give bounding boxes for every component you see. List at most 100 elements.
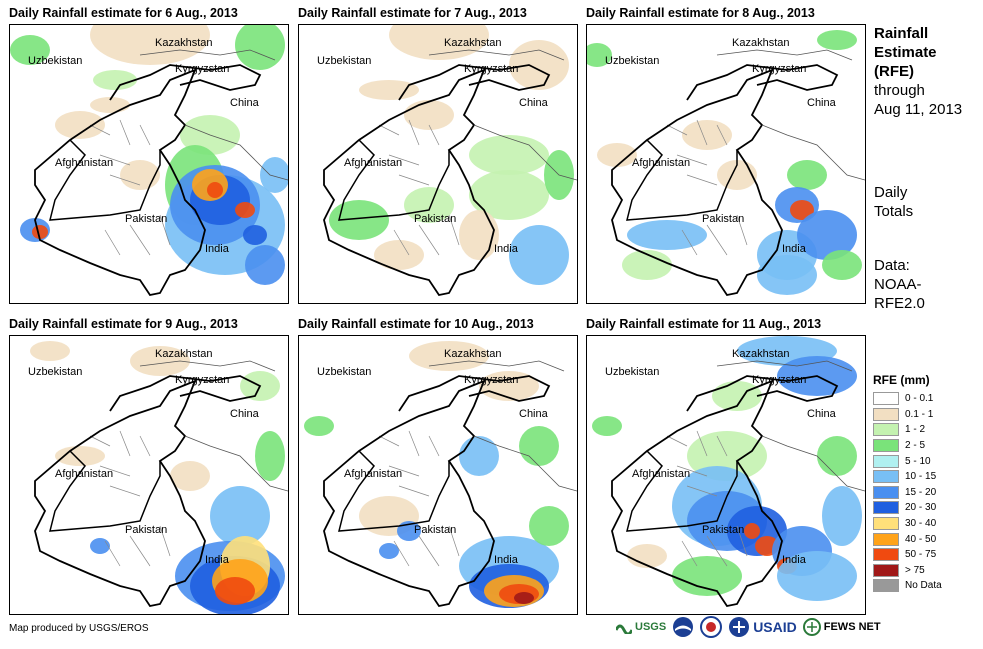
- rainfall-area: [817, 30, 857, 50]
- side-date: Aug 11, 2013: [874, 101, 963, 118]
- legend-label: > 75: [905, 564, 925, 576]
- place-label-uzbekistan: Uzbekistan: [28, 366, 83, 378]
- rainfall-map: Kazakhstan Uzbekistan Kyrgyzstan China Afgha…: [586, 335, 866, 615]
- legend-item: 0.1 - 1: [873, 407, 942, 423]
- af-pk-border: [338, 139, 450, 221]
- legend-swatch: [873, 563, 899, 577]
- rainfall-area: [744, 523, 760, 539]
- rainfall-area: [32, 225, 48, 239]
- rainfall-area: [509, 225, 569, 285]
- rainfall-area: [519, 426, 559, 466]
- kazakhstan-border: [428, 49, 565, 61]
- rfe-legend: RFE (mm) 0 - 0.1 0.1 - 1 1 - 2 2 - 5 5 - 10 1…: [873, 373, 942, 594]
- legend-label: 2 - 5: [905, 440, 926, 452]
- rainfall-area: [379, 543, 399, 559]
- rainfall-area: [55, 111, 105, 139]
- place-label-kyrgyzstan: Kyrgyzstan: [752, 374, 807, 386]
- legend-item: 0 - 0.1: [873, 391, 942, 407]
- rainfall-area: [627, 220, 707, 250]
- place-label-uzbekistan: Uzbekistan: [605, 55, 660, 67]
- place-label-kyrgyzstan: Kyrgyzstan: [175, 374, 230, 386]
- rainfall-area: [90, 538, 110, 554]
- place-label-afghanistan: Afghanistan: [632, 468, 691, 480]
- legend-swatch: [873, 407, 899, 421]
- rainfall-area: [210, 486, 270, 546]
- rainfall-area: [170, 461, 210, 491]
- legend-label: 40 - 50: [905, 533, 937, 545]
- rainfall-area: [712, 381, 762, 411]
- country-border: [611, 68, 783, 297]
- country-border: [323, 379, 495, 608]
- panel-title: Daily Rainfall estimate for 8 Aug., 2013: [586, 6, 815, 20]
- panel-title: Daily Rainfall estimate for 11 Aug., 201…: [586, 317, 822, 331]
- af-pk-border: [338, 450, 450, 532]
- panel-title: Daily Rainfall estimate for 10 Aug., 201…: [298, 317, 534, 331]
- panel-title: Daily Rainfall estimate for 7 Aug., 2013: [298, 6, 527, 20]
- place-label-china: China: [519, 408, 548, 420]
- legend-swatch: [873, 517, 899, 531]
- kazakhstan-border: [139, 49, 276, 61]
- rainfall-area: [93, 70, 137, 90]
- place-label-kazakhstan: Kazakhstan: [155, 348, 213, 360]
- af-pk-border: [626, 450, 738, 532]
- place-label-india: India: [782, 243, 806, 255]
- rainfall-area: [822, 250, 862, 280]
- india-border: [473, 435, 577, 492]
- rainfall-area: [245, 245, 285, 285]
- rainfall-area: [469, 135, 549, 175]
- legend-label: 0 - 0.1: [905, 393, 934, 405]
- side-title-line2: Estimate: [874, 44, 937, 61]
- province-lines: [666, 430, 748, 567]
- rainfall-area: [787, 160, 827, 190]
- kazakhstan-border: [428, 360, 565, 372]
- doc-seal-logo: [700, 616, 723, 638]
- legend-swatch: [873, 579, 899, 593]
- rainfall-area: [30, 341, 70, 361]
- rainfall-area: [459, 436, 499, 476]
- footer-credit: Map produced by USGS/EROS: [9, 623, 149, 634]
- fewsnet-logo: FEWS NET: [802, 618, 881, 636]
- legend-swatch: [873, 485, 899, 499]
- north-border: [686, 375, 839, 412]
- rainfall-area: [822, 486, 862, 546]
- rainfall-area: [469, 170, 549, 220]
- rainfall-area: [404, 100, 454, 130]
- rainfall-panel: Daily Rainfall estimate for 8 Aug., 2013…: [586, 0, 866, 304]
- legend-label: 1 - 2: [905, 424, 926, 436]
- country-border: [611, 379, 783, 608]
- legend-item: 5 - 10: [873, 453, 942, 469]
- rainfall-area: [235, 202, 255, 218]
- legend-item: 10 - 15: [873, 469, 942, 485]
- rainfall-area: [592, 416, 622, 436]
- rainfall-area: [389, 25, 489, 60]
- rainfall-area: [622, 250, 672, 280]
- legend-item: 1 - 2: [873, 422, 942, 438]
- legend-item: 30 - 40: [873, 516, 942, 532]
- legend-swatch: [873, 423, 899, 437]
- rainfall-area: [409, 341, 489, 371]
- place-label-afghanistan: Afghanistan: [344, 157, 403, 169]
- place-label-kazakhstan: Kazakhstan: [444, 348, 502, 360]
- legend-label: 50 - 75: [905, 549, 937, 561]
- province-lines: [89, 430, 171, 567]
- side-totals: Totals: [874, 203, 914, 220]
- rainfall-area: [55, 446, 105, 466]
- rainfall-area: [359, 80, 419, 100]
- place-label-india: India: [205, 243, 229, 255]
- kazakhstan-border: [716, 360, 853, 372]
- place-label-india: India: [782, 554, 806, 566]
- place-label-afghanistan: Afghanistan: [55, 157, 114, 169]
- rainfall-area: [597, 143, 637, 167]
- place-label-pakistan: Pakistan: [125, 524, 168, 536]
- country-border: [34, 379, 206, 608]
- rainfall-area: [304, 416, 334, 436]
- place-label-china: China: [807, 408, 836, 420]
- rainfall-area: [10, 35, 50, 65]
- place-label-china: China: [519, 97, 548, 109]
- logo-bar: USGS USAID FEWS NET: [616, 616, 881, 638]
- legend-item: No Data: [873, 578, 942, 594]
- side-data-src1: NOAA-: [874, 276, 922, 293]
- rainfall-area: [120, 160, 160, 190]
- place-label-pakistan: Pakistan: [414, 524, 457, 536]
- place-label-kazakhstan: Kazakhstan: [732, 348, 790, 360]
